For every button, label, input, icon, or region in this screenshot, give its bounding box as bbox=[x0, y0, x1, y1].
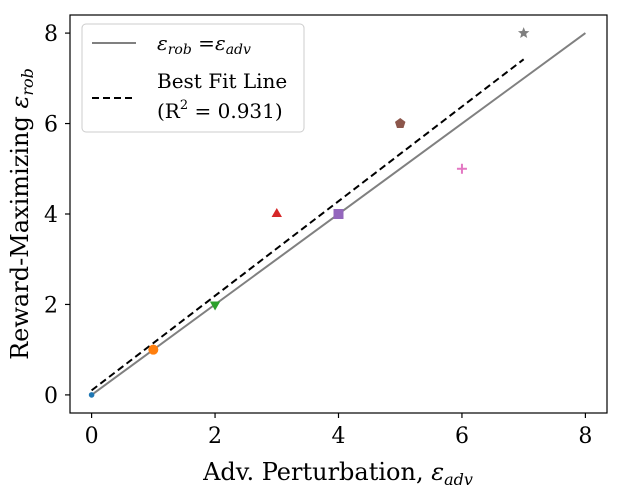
y-axis-label: Reward-Maximizing εrob bbox=[6, 68, 37, 360]
x-tick-label-0: 0 bbox=[85, 424, 99, 449]
y-tick-label-0: 0 bbox=[44, 384, 58, 409]
data-point-7 bbox=[517, 27, 530, 38]
y-tick-label-1: 2 bbox=[44, 293, 58, 318]
x-tick-label-4: 8 bbox=[578, 424, 592, 449]
series-line-best-fit bbox=[90, 58, 525, 392]
x-tick-label-2: 4 bbox=[332, 424, 346, 449]
x-tick-label-1: 2 bbox=[208, 424, 222, 449]
data-point-0 bbox=[88, 392, 95, 398]
data-point-4 bbox=[333, 209, 344, 219]
data-point-2 bbox=[209, 301, 221, 311]
y-tick-label-2: 4 bbox=[44, 203, 58, 228]
x-axis-label: Adv. Perturbation, εadv bbox=[202, 458, 473, 489]
points-layer bbox=[88, 27, 530, 398]
y-tick-label-4: 8 bbox=[44, 22, 58, 47]
data-point-3 bbox=[271, 208, 282, 217]
plot-frame bbox=[69, 14, 608, 414]
data-point-5 bbox=[394, 118, 406, 128]
legend-identity-label: εrob =εadv bbox=[157, 31, 251, 58]
legend-box bbox=[81, 23, 305, 133]
data-point-6 bbox=[456, 163, 467, 174]
data-point-1 bbox=[148, 344, 159, 355]
ticks-layer: 0 2 4 6 8 0 2 4 6 8 bbox=[44, 22, 592, 449]
x-tick-label-3: 6 bbox=[455, 424, 469, 449]
legend-best-fit-line2: (R2 = 0.931) bbox=[157, 98, 283, 123]
legend-best-fit-line1: Best Fit Line bbox=[157, 69, 287, 93]
legend: εrob =εadv Best Fit Line (R2 = 0.931) bbox=[81, 23, 305, 133]
y-tick-label-3: 6 bbox=[44, 113, 58, 138]
